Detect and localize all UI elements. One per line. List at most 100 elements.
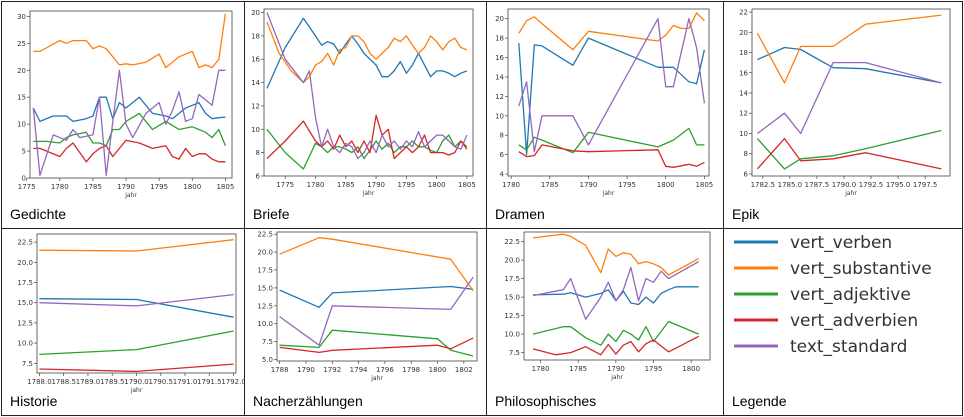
y-tick-label: 20 <box>251 9 260 17</box>
panel-label: Briefe <box>253 206 290 222</box>
series-line-vert_adverbien <box>279 337 474 354</box>
y-tick-label: 4 <box>500 171 505 179</box>
x-tick-label: 1780 <box>502 181 520 189</box>
series-line-vert_adverbien <box>266 114 468 160</box>
y-tick-label: 5.0 <box>262 356 273 364</box>
x-tick-label: 1791.5 <box>197 378 222 386</box>
chart-historie: 1788.0 1788.5 1789.0 1789.5 1790.0 1790.5 1791… <box>17 233 245 394</box>
x-tick-label: 1794 <box>350 366 368 374</box>
x-axis-title: jahr <box>602 190 615 197</box>
y-tick-label: 15.0 <box>504 294 520 302</box>
chart-epik: 1782.5 1785.0 1787.5 1790.0 1792.5 1795.0 1797… <box>739 9 951 197</box>
y-tick-label: 14 <box>251 79 260 87</box>
series-line-text_standard <box>279 276 474 346</box>
x-tick-label: 1790.5 <box>149 378 174 386</box>
series-line-vert_adverbien <box>33 139 226 163</box>
x-tick-label: 1795 <box>150 183 168 191</box>
x-tick-label: 1795 <box>397 181 415 189</box>
panel-label: Epik <box>732 206 760 222</box>
y-tick-label: 12 <box>251 102 260 110</box>
plot-frame <box>29 10 233 179</box>
y-tick-label: 22.5 <box>257 231 273 239</box>
y-tick-label: 20 <box>739 29 748 37</box>
y-tick-label: 22.5 <box>17 239 33 247</box>
x-tick-label: 1797.5 <box>913 181 938 189</box>
y-tick-label: 16 <box>495 54 504 62</box>
series-line-vert_adjektive <box>756 129 942 170</box>
panel-gedichte: 1775 1780 1785 1790 1795 1800 1805 0 5 10 15 20 25 30… <box>1 1 245 229</box>
y-tick-label: 18 <box>739 49 748 57</box>
x-axis-title: jahr <box>844 190 857 197</box>
y-tick-label: 16 <box>251 56 260 64</box>
y-tick-label: 10 <box>495 112 504 120</box>
x-tick-label: 1795.0 <box>886 181 911 189</box>
series-line-vert_verben <box>39 298 234 318</box>
x-tick-label: 1795 <box>618 181 636 189</box>
x-tick-label: 1775 <box>18 183 36 191</box>
series-line-vert_adverbien <box>756 137 942 170</box>
x-tick-label: 1805 <box>216 183 234 191</box>
series-line-vert_adjektive <box>518 127 705 154</box>
x-tick-label: 1789.5 <box>100 378 125 386</box>
y-tick-label: 12 <box>739 110 748 118</box>
plot-frame <box>263 8 474 177</box>
legend-label-vert_verben: vert_verben <box>790 233 892 253</box>
y-tick-label: 12.5 <box>504 312 520 320</box>
y-tick-label: 17.5 <box>504 275 520 283</box>
x-tick-label: 1790 <box>607 365 625 373</box>
panel-label: Philosophisches <box>495 393 597 409</box>
y-tick-label: 6 <box>256 173 261 181</box>
x-axis-title: jahr <box>362 190 375 197</box>
y-tick-label: 10 <box>17 121 26 129</box>
panel-label: Legende <box>732 393 787 409</box>
x-axis-title: jahr <box>130 387 143 394</box>
x-tick-label: 1780 <box>532 365 550 373</box>
y-tick-label: 15 <box>17 94 26 102</box>
y-tick-label: 15.0 <box>257 284 273 292</box>
x-tick-label: 1795 <box>645 365 663 373</box>
series-line-vert_adverbien <box>532 335 699 356</box>
y-tick-label: 12 <box>495 93 504 101</box>
y-tick-label: 12.5 <box>17 319 33 327</box>
panel-legende: vert_verben vert_substantive vert_adjektiv… <box>723 228 963 416</box>
x-tick-label: 1792.5 <box>859 181 884 189</box>
y-tick-label: 8 <box>744 150 748 158</box>
panel-label: Dramen <box>495 206 545 222</box>
series-line-vert_substantive <box>266 21 468 84</box>
series-line-vert_adjektive <box>266 128 468 170</box>
series-line-text_standard <box>32 69 226 176</box>
series-line-vert_verben <box>279 285 474 308</box>
y-tick-label: 18 <box>251 32 260 40</box>
y-tick-label: 10.0 <box>504 331 520 339</box>
y-tick-label: 7.5 <box>262 338 273 346</box>
panel-epik: 1782.5 1785.0 1787.5 1790.0 1792.5 1795.0 1797… <box>723 1 963 229</box>
panel-dramen: 1780 1785 1790 1795 1800 1805 4 6 8 10 12 14 16 18 20 j… <box>486 1 724 229</box>
series-line-vert_adverbien <box>39 363 234 373</box>
x-tick-label: 1792.0 <box>221 378 245 386</box>
legend: vert_verben vert_substantive vert_adjektiv… <box>734 233 932 357</box>
x-tick-label: 1787.5 <box>805 181 830 189</box>
panel-nacherzaehlungen: 1788 1790 1792 1794 1796 1798 1800 1802 5.0 7.5 10… <box>244 228 487 416</box>
y-tick-label: 10.0 <box>17 340 33 348</box>
y-tick-label: 25 <box>17 40 26 48</box>
series-line-vert_adjektive <box>279 329 474 357</box>
panel-label: Nacherzählungen <box>253 393 363 409</box>
x-tick-label: 1805 <box>695 181 713 189</box>
x-tick-label: 1796 <box>376 366 394 374</box>
series-line-vert_substantive <box>39 239 234 252</box>
x-tick-label: 1790 <box>579 181 597 189</box>
y-tick-label: 10 <box>739 130 748 138</box>
series-line-vert_verben <box>518 37 706 156</box>
x-tick-label: 1788.5 <box>51 378 76 386</box>
x-tick-label: 1800 <box>429 366 447 374</box>
series-line-text_standard <box>757 61 942 135</box>
series-line-vert_substantive <box>756 14 942 84</box>
series-line-vert_adjektive <box>33 112 227 147</box>
y-tick-label: 15.0 <box>17 299 33 307</box>
x-tick-label: 1791.0 <box>173 378 198 386</box>
series-line-vert_verben <box>757 46 942 84</box>
x-tick-label: 1785.0 <box>778 181 803 189</box>
x-axis-title: jahr <box>124 192 137 199</box>
x-tick-label: 1790 <box>367 181 385 189</box>
